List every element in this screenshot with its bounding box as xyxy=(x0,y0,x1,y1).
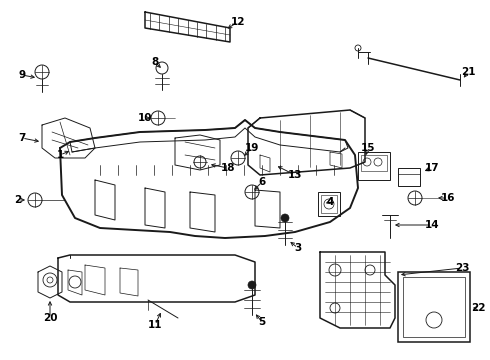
Text: 19: 19 xyxy=(245,143,259,153)
Text: 10: 10 xyxy=(138,113,152,123)
Bar xyxy=(403,277,465,337)
Text: 4: 4 xyxy=(326,197,334,207)
Text: 3: 3 xyxy=(294,243,302,253)
Bar xyxy=(358,152,390,180)
Text: 11: 11 xyxy=(148,320,162,330)
Text: 6: 6 xyxy=(258,177,266,187)
Text: 8: 8 xyxy=(151,57,159,67)
Bar xyxy=(398,168,420,186)
Text: 22: 22 xyxy=(471,303,485,313)
Bar xyxy=(318,192,340,216)
Bar xyxy=(321,195,337,213)
Text: 18: 18 xyxy=(221,163,235,173)
Text: 12: 12 xyxy=(231,17,245,27)
Text: 9: 9 xyxy=(19,70,25,80)
Bar xyxy=(398,272,470,342)
Text: 17: 17 xyxy=(425,163,440,173)
Text: 5: 5 xyxy=(258,317,266,327)
Bar xyxy=(361,155,387,171)
Text: 7: 7 xyxy=(18,133,25,143)
Text: 2: 2 xyxy=(14,195,22,205)
Text: 16: 16 xyxy=(441,193,455,203)
Circle shape xyxy=(248,281,256,289)
Circle shape xyxy=(281,214,289,222)
Text: 15: 15 xyxy=(361,143,375,153)
Text: 21: 21 xyxy=(461,67,475,77)
Text: 20: 20 xyxy=(43,313,57,323)
Text: 14: 14 xyxy=(425,220,440,230)
Text: 1: 1 xyxy=(56,150,64,160)
Text: 23: 23 xyxy=(455,263,469,273)
Text: 13: 13 xyxy=(288,170,302,180)
